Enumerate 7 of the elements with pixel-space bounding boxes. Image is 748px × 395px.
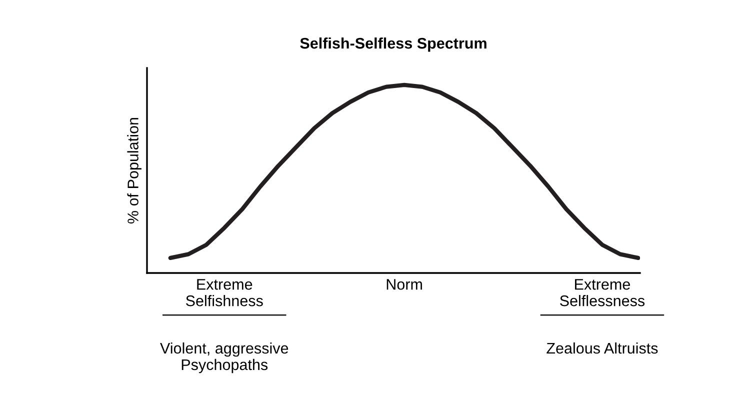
- x-tick-label: Extreme Selfishness: [186, 279, 263, 306]
- text: Violent, aggressive Psychopaths: [160, 342, 288, 374]
- chart-title: Selfish-Selfless Spectrum: [300, 37, 486, 52]
- x-tick-label: Extreme Selflessness: [560, 279, 645, 306]
- text: Zealous Altruists: [546, 342, 658, 354]
- y-axis-title: % of Population: [127, 118, 142, 224]
- x-tick-label: Norm: [386, 279, 422, 290]
